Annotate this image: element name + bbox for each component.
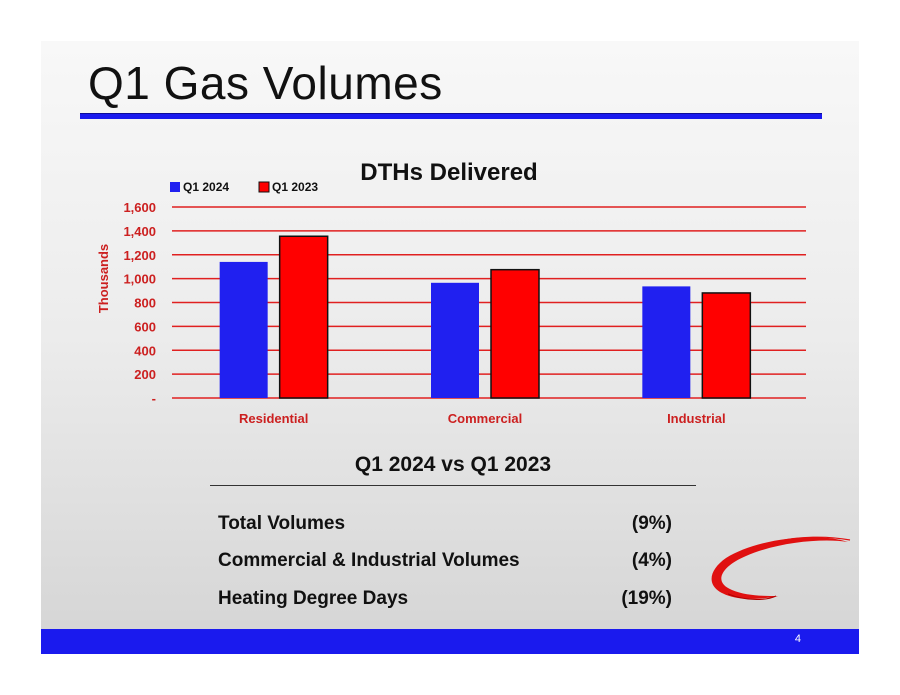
legend-label: Q1 2023 [272,180,318,194]
bar-q1-2024-industrial [642,286,691,398]
metric-value: (4%) [631,550,672,571]
y-tick-label: 200 [134,367,156,382]
title-underline-shadow [80,113,822,114]
metric-row-commercial-industrial: Commercial & Industrial Volumes (4%) [218,550,672,578]
title-underline [80,114,822,119]
metric-label: Heating Degree Days [218,588,409,609]
x-tick-label: Residential [239,411,308,426]
y-tick-label: 600 [134,319,156,334]
x-tick-label: Industrial [667,411,726,426]
y-tick-label: 400 [134,343,156,358]
legend-swatch [170,182,180,192]
bar-q1-2024-commercial [431,282,479,398]
bar-q1-2023-commercial [490,268,540,399]
legend-swatch [258,181,270,193]
metric-value: (19%) [621,588,672,609]
y-axis-title: Thousands [96,244,111,313]
metric-row-total-volumes: Total Volumes (9%) [218,513,672,541]
x-tick-label: Commercial [448,411,522,426]
comparison-divider [210,485,696,486]
company-swoosh-logo-icon [711,536,851,600]
metric-label: Commercial & Industrial Volumes [218,550,520,571]
y-tick-label: 1,000 [123,272,156,287]
bar-q1-2023-industrial [701,292,752,399]
comparison-title: Q1 2024 vs Q1 2023 [354,453,552,476]
page-number: 4 [794,633,801,645]
metric-row-heating-degree-days: Heating Degree Days (19%) [218,588,672,616]
legend-label: Q1 2024 [183,180,229,194]
bar-q1-2023-residential [278,235,329,399]
y-tick-label: 800 [134,296,156,311]
y-tick-label: - [152,391,156,406]
metric-label: Total Volumes [218,513,346,534]
y-tick-label: 1,200 [123,248,156,263]
y-tick-label: 1,600 [123,200,156,215]
y-tick-label: 1,400 [123,224,156,239]
metric-value: (9%) [631,513,672,534]
slide-title: Q1 Gas Volumes [88,57,443,109]
bar-q1-2024-residential [219,261,268,398]
footer-bar: 4 [41,629,859,654]
chart-title: DTHs Delivered [360,159,537,186]
